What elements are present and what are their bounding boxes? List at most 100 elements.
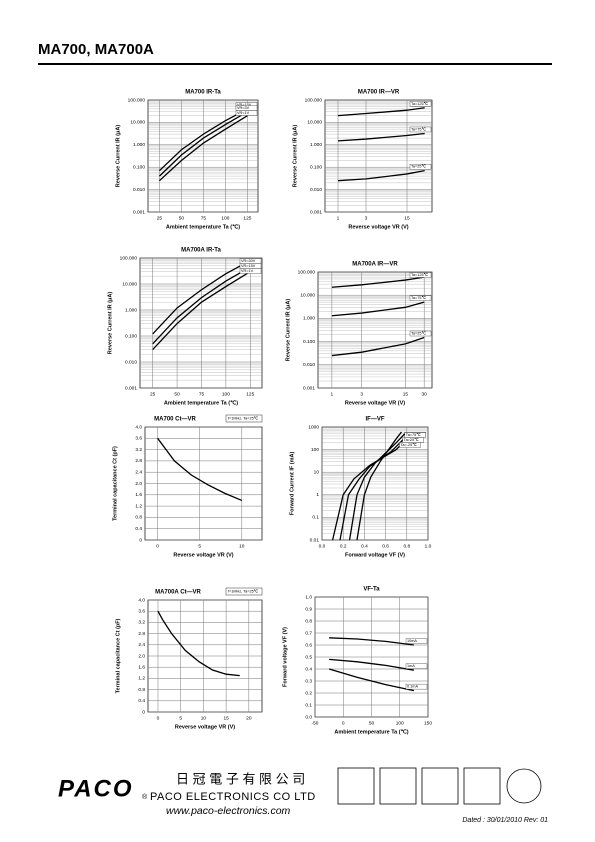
y-axis-label: Reverse Current IR (μA) <box>285 299 291 362</box>
x-axis-label: Reverse voltage VR (V) <box>348 224 408 230</box>
y-tick-label: 1000 <box>308 424 319 430</box>
y-tick-label: 0.4 <box>138 698 145 704</box>
y-tick-label: 1.6 <box>135 492 142 498</box>
y-axis-label: Reverse Current IR (μA) <box>115 125 121 188</box>
legend-label: Ta=-25℃ <box>401 443 418 447</box>
chart-title: VF-Ta <box>363 587 380 593</box>
y-tick-label: 0.001 <box>303 385 315 391</box>
series-line <box>157 437 243 502</box>
x-tick-label: 5 <box>198 543 201 549</box>
x-tick-label: 0 <box>157 715 160 721</box>
legend-box <box>399 442 421 448</box>
x-tick-label: 50 <box>369 720 375 726</box>
chart: 0 0.4 0.8 1.2 1.6 2.0 2.4 2.8 3.2 3.6 4.0 0 5 10 15 20 M… <box>115 587 263 730</box>
legend-label: VR=3V <box>237 106 250 110</box>
y-tick-label: 0.8 <box>305 618 312 624</box>
x-tick-label: 10 <box>201 715 207 721</box>
footer: PACO ® 日 冠 電 子 有 限 公 司 PACO ELECTRONICS … <box>58 767 548 824</box>
legend-label: Ta=75℃ <box>411 296 426 300</box>
legend-label: VR=1V <box>237 111 250 115</box>
chart-title: MA700A IR—VR <box>352 262 398 268</box>
legend-label: Ta=75℃ <box>411 127 426 131</box>
series-line <box>328 668 415 692</box>
y-tick-label: 0.001 <box>310 209 322 215</box>
series-line <box>331 301 425 317</box>
plot-area <box>317 271 433 389</box>
x-tick-label: 0 <box>342 720 345 726</box>
x-tick-label: 1.0 <box>425 543 432 549</box>
chart: 0 0.4 0.8 1.2 1.6 2.0 2.4 2.8 3.2 3.6 4.0 0 5 10 MA700… <box>112 414 263 558</box>
y-tick-label: 0.4 <box>135 526 142 532</box>
chinese-name: 日 冠 電 子 有 限 公 司 <box>176 771 305 786</box>
x-tick-label: 3 <box>365 215 368 221</box>
x-tick-label: 25 <box>157 215 163 221</box>
y-tick-label: 0 <box>139 537 142 543</box>
legend-label: Ta=25℃ <box>411 165 426 169</box>
y-tick-label: 100.000 <box>128 97 146 103</box>
chart-title: MA700 Ct—VR <box>154 417 196 423</box>
y-tick-label: 3.6 <box>138 608 145 614</box>
x-tick-label: 30 <box>422 391 428 397</box>
y-tick-label: 0.100 <box>125 333 137 339</box>
series-line <box>331 336 425 357</box>
y-tick-label: 1.000 <box>303 316 315 322</box>
y-tick-label: 1.6 <box>138 664 145 670</box>
y-tick-label: 10 <box>314 469 320 475</box>
y-tick-label: 0.8 <box>135 515 142 521</box>
company-name: PACO ELECTRONICS CO LTD <box>150 791 316 803</box>
chart: 0.001 0.010 0.100 1.000 10.000 100.000 25 50 75 1… <box>107 248 263 406</box>
y-tick-label: 10.000 <box>307 120 322 126</box>
series-line <box>331 438 408 541</box>
chart-title: MA700 IR-Ta <box>185 90 221 96</box>
y-tick-label: 0.6 <box>305 642 312 648</box>
y-tick-label: 0.100 <box>133 164 145 170</box>
x-tick-label: 0.6 <box>382 543 389 549</box>
y-tick-label: 0.4 <box>305 666 312 672</box>
x-axis-label: Reverse voltage VR (V) <box>175 724 235 730</box>
series-line <box>331 276 425 288</box>
x-tick-label: 15 <box>223 715 229 721</box>
y-axis-label: Terminal capacitance Ct (pF) <box>112 446 118 521</box>
x-tick-label: 1 <box>331 391 334 397</box>
x-axis-label: Forward voltage VF (V) <box>345 552 405 558</box>
chart-note: f=1MHz, Ta=25℃ <box>228 417 259 421</box>
chart: 0.001 0.010 0.100 1.000 10.000 100.000 1 3 15 30 M… <box>285 262 433 406</box>
y-tick-label: 0.0 <box>305 714 312 720</box>
x-tick-label: 100 <box>221 215 229 221</box>
series-line <box>348 433 406 541</box>
series-line <box>152 271 251 351</box>
legend-box <box>239 268 262 274</box>
note-box <box>225 414 263 423</box>
y-tick-label: 1 <box>316 492 319 498</box>
x-tick-label: 75 <box>199 391 205 397</box>
y-tick-label: 1.2 <box>135 503 142 509</box>
x-tick-label: 20 <box>246 715 252 721</box>
page-title: MA700, MA700A <box>38 41 154 58</box>
series-line <box>329 637 414 646</box>
legend-label: VR=1V <box>241 269 254 273</box>
logo: PACO <box>58 775 134 802</box>
y-tick-label: 10.000 <box>300 292 315 298</box>
x-tick-label: 100 <box>396 720 404 726</box>
series-line <box>337 170 425 182</box>
y-tick-label: 0.1 <box>305 702 312 708</box>
legend-label: VR=15V <box>241 264 256 268</box>
y-axis-label: Reverse Current IR (μA) <box>292 125 298 188</box>
legend-box <box>405 638 428 644</box>
y-tick-label: 0.010 <box>310 187 322 193</box>
y-tick-label: 100.000 <box>298 269 316 275</box>
x-axis-label: Reverse voltage VR (V) <box>173 552 233 558</box>
series-line <box>158 108 248 172</box>
legend-box <box>405 683 428 690</box>
y-tick-label: 2.0 <box>138 653 145 659</box>
x-tick-label: 15 <box>403 391 409 397</box>
chart-title: IF—VF <box>366 417 385 423</box>
y-tick-label: 0.8 <box>138 687 145 693</box>
website: www.paco-electronics.com <box>166 805 291 817</box>
x-tick-label: 0.2 <box>340 543 347 549</box>
y-tick-label: 0.7 <box>305 630 312 636</box>
y-tick-label: 1.0 <box>305 594 312 600</box>
series-line <box>339 435 408 541</box>
certification-badges <box>337 767 542 805</box>
